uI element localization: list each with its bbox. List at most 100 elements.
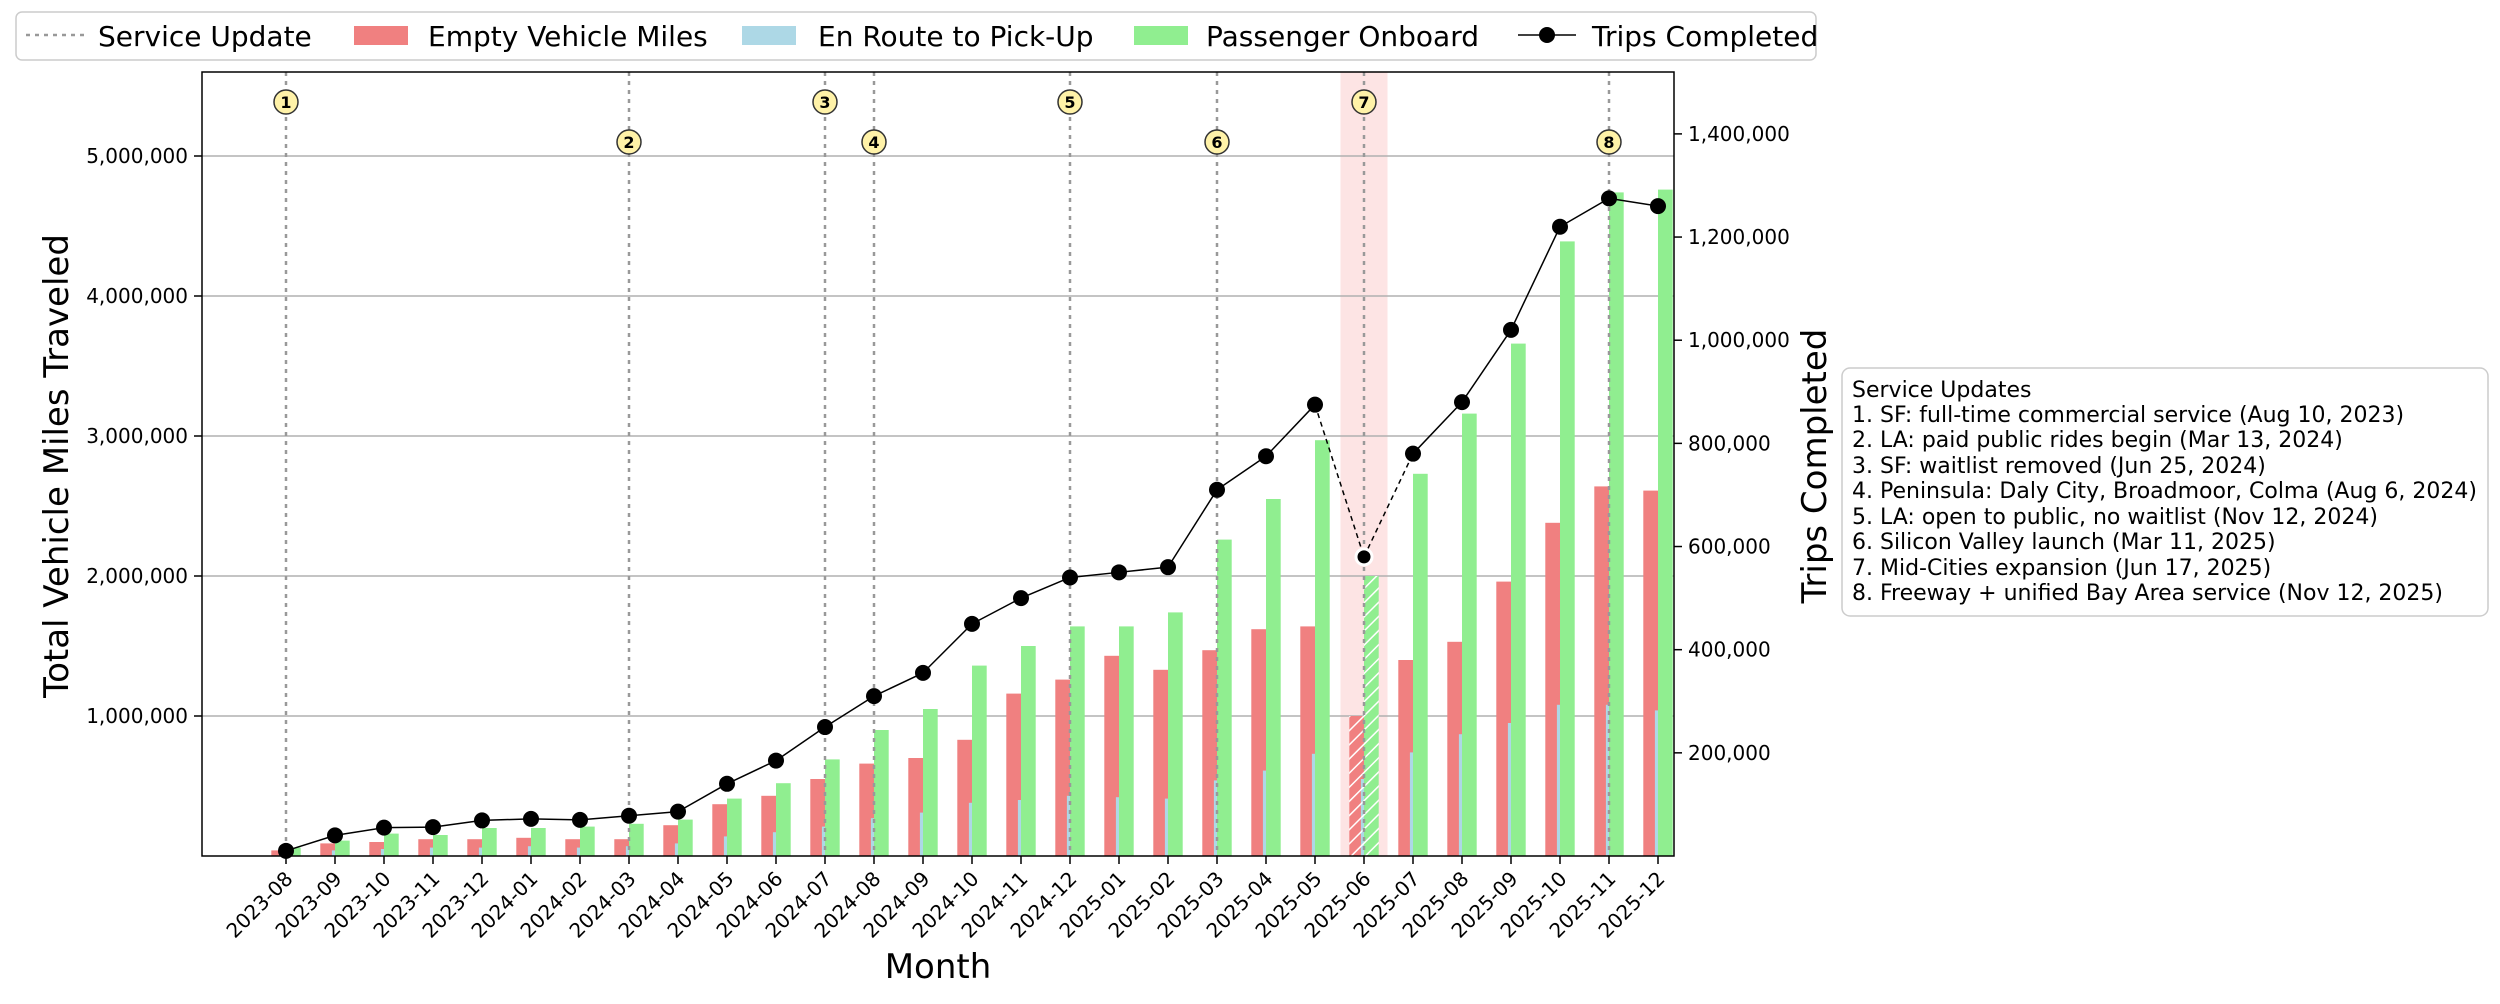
bar-passenger-onboard [1462,413,1477,856]
trips-line-segment [1559,197,1610,228]
trips-point [1013,590,1029,607]
bar-empty-vehicle-miles [1496,581,1511,856]
legend: Service Update Empty Vehicle Miles En Ro… [15,11,1818,61]
trips-line-segment [971,597,1022,625]
trips-line-segment [775,726,826,762]
trips-point [1650,198,1666,215]
bar-passenger-onboard [1609,192,1624,856]
trips-point [915,664,931,681]
trips-point [1062,569,1078,586]
bar-empty-vehicle-miles [1055,679,1070,856]
legend-label-en-route: En Route to Pick-Up [818,20,1094,53]
bar-empty-vehicle-miles [1006,693,1021,856]
bar-passenger-onboard [1070,626,1085,856]
trips-point [327,827,343,844]
bar-passenger-onboard [531,828,546,856]
bar-empty-vehicle-miles [1349,716,1364,856]
bar-empty-vehicle-miles [467,839,482,856]
bar-passenger-onboard [629,823,644,856]
bar-passenger-onboard [335,840,350,856]
service-update-marker-label: 3 [819,93,830,112]
bar-empty-vehicle-miles [369,842,384,856]
service-update-note: 7. Mid-Cities expansion (Jun 17, 2025) [1852,556,2271,581]
trips-line-segment [1461,329,1512,403]
trips-line-segment [1363,453,1414,558]
trips-line-segment [726,759,777,785]
trips-point [1601,190,1617,207]
trips-point [1111,564,1127,581]
trips-line-layer [278,190,1666,859]
bar-passenger-onboard [433,835,448,856]
service-update-note: 6. Silicon Valley launch (Mar 11, 2025) [1852,530,2276,555]
trips-line-segment [1118,566,1169,574]
trips-line-segment [1412,401,1463,455]
bar-passenger-onboard [1168,612,1183,856]
bar-passenger-onboard [678,819,693,856]
trips-line-segment [1608,197,1659,207]
trips-point [866,688,882,705]
y2-axis-label: Trips Completed [1795,329,1835,605]
trips-point [523,810,539,827]
y2-tick-label: 200,000 [1688,741,1771,765]
service-update-marker-label: 4 [868,133,879,152]
service-update-marker-label: 8 [1603,133,1614,152]
legend-entry-en-route: En Route to Pick-Up [742,20,1094,53]
trips-point [964,615,980,632]
trips-point [1307,396,1323,413]
trips-line-segment [1510,226,1561,331]
bar-passenger-onboard [1021,646,1036,856]
service-update-markers: 1 2 3 4 5 6 7 8 [273,89,1622,155]
y2-tick-label: 800,000 [1688,431,1771,455]
bar-empty-vehicle-miles [1300,626,1315,856]
trips-point [817,719,833,736]
bar-passenger-onboard [1266,499,1281,856]
trips-line-segment [1167,489,1218,568]
bar-passenger-onboard [923,709,938,856]
service-update-marker-label: 7 [1358,93,1369,112]
trips-point [1354,547,1374,567]
bar-empty-vehicle-miles [1545,522,1560,856]
trips-point [768,752,784,769]
y-tick-label: 5,000,000 [86,144,188,168]
service-updates-box-title: Service Updates [1852,378,2031,403]
grid-layer [202,155,1674,717]
y-tick-label: 3,000,000 [86,424,188,448]
service-update-marker [1204,129,1230,155]
bar-empty-vehicle-miles [908,758,923,856]
trips-point [621,807,637,824]
service-update-marker-label: 2 [623,133,634,152]
trips-line-segment [677,783,728,813]
legend-entry-passenger-onboard: Passenger Onboard [1134,20,1479,53]
legend-marker-trips-completed [1539,27,1555,43]
bar-passenger-onboard [1217,539,1232,856]
trips-line-segment [1069,571,1120,579]
bar-empty-vehicle-miles [1202,650,1217,856]
bar-passenger-onboard [1315,440,1330,856]
bar-passenger-onboard [1364,576,1379,856]
bars-layer [271,189,1673,857]
service-update-marker [616,129,642,155]
legend-label-trips-completed: Trips Completed [1591,20,1818,53]
bar-empty-vehicle-miles [663,825,678,856]
bar-passenger-onboard [874,730,889,856]
trips-line-segment [873,672,924,697]
bar-empty-vehicle-miles [957,739,972,856]
bar-passenger-onboard [1658,189,1673,857]
service-update-marker [1596,129,1622,155]
bar-empty-vehicle-miles [1104,655,1119,856]
service-update-marker-label: 6 [1211,133,1222,152]
y2-tick-label: 400,000 [1688,638,1771,662]
trips-line-segment [628,810,679,817]
service-update-note: 5. LA: open to public, no waitlist (Nov … [1852,505,2378,530]
trips-line-segment [1020,576,1071,599]
trips-point [719,775,735,792]
y2-tick-label: 1,200,000 [1688,225,1790,249]
legend-entry-trips-completed: Trips Completed [1518,20,1818,53]
service-updates-box-frame [1841,367,2489,617]
trips-line-segment [285,834,336,852]
service-update-note: 8. Freeway + unified Bay Area service (N… [1852,581,2443,606]
legend-entry-empty-vehicle-miles: Empty Vehicle Miles [354,20,708,53]
bar-passenger-onboard [384,833,399,856]
trips-line-segment [383,826,434,829]
y2-tick-label: 1,400,000 [1688,122,1790,146]
